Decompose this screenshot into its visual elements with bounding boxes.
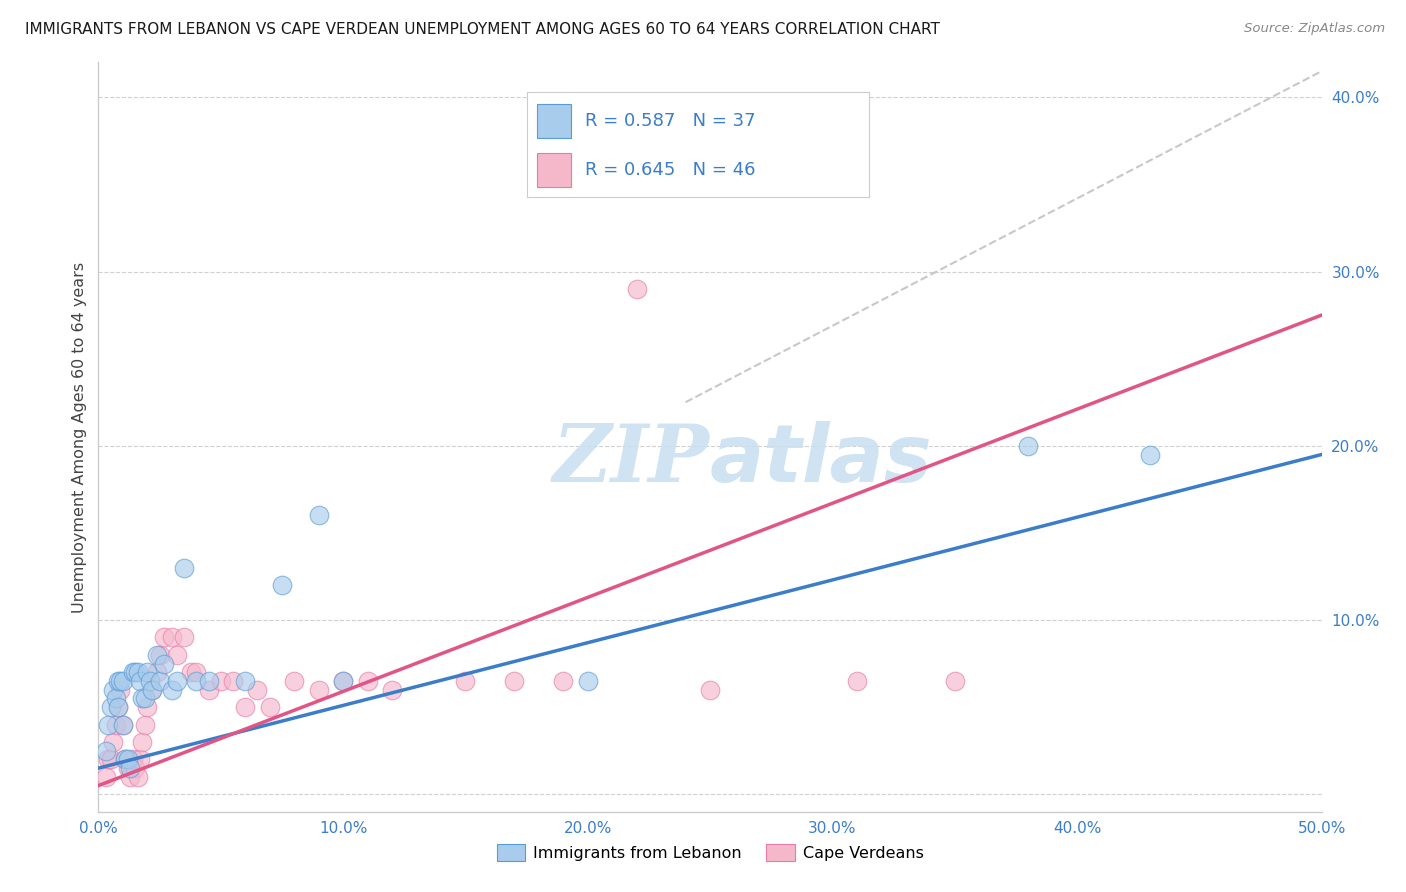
Point (173, 561, 195, 575)
Text: atlas: atlas (710, 420, 932, 499)
Point (246, 682, 269, 697)
Point (120, 761, 142, 775)
Point (127, 665, 149, 680)
Point (146, 665, 169, 680)
Point (136, 665, 159, 680)
Point (454, 673, 477, 688)
Point (104, 691, 127, 706)
Point (131, 735, 153, 749)
Point (117, 752, 139, 766)
Point (134, 691, 156, 706)
Point (100, 700, 122, 714)
Point (101, 735, 124, 749)
Point (139, 673, 162, 688)
Point (110, 682, 132, 697)
Point (107, 700, 129, 714)
Point (129, 752, 152, 766)
Point (104, 717, 127, 731)
Point (845, 673, 868, 688)
Point (114, 752, 136, 766)
Point (153, 657, 176, 671)
Point (186, 665, 208, 680)
Point (134, 717, 156, 731)
Point (149, 648, 172, 662)
Point (1017, 439, 1039, 453)
Legend: Immigrants from Lebanon, Cape Verdeans: Immigrants from Lebanon, Cape Verdeans (491, 838, 929, 867)
Point (576, 673, 599, 688)
Point (233, 673, 256, 688)
Y-axis label: Unemployment Among Ages 60 to 64 years: Unemployment Among Ages 60 to 64 years (72, 261, 87, 613)
Point (111, 717, 134, 731)
Point (121, 752, 143, 766)
Point (94, 744, 117, 758)
Point (141, 682, 163, 697)
Point (553, 673, 575, 688)
Text: ZIP: ZIP (553, 421, 710, 499)
Point (166, 673, 188, 688)
Text: Source: ZipAtlas.com: Source: ZipAtlas.com (1244, 22, 1385, 36)
Point (222, 673, 245, 688)
Point (101, 682, 124, 697)
Point (141, 682, 163, 697)
Point (131, 691, 153, 706)
Point (97, 717, 120, 731)
Point (166, 648, 188, 662)
Point (503, 673, 526, 688)
Point (209, 673, 232, 688)
Point (110, 673, 132, 688)
Text: IMMIGRANTS FROM LEBANON VS CAPE VERDEAN UNEMPLOYMENT AMONG AGES 60 TO 64 YEARS C: IMMIGRANTS FROM LEBANON VS CAPE VERDEAN … (25, 22, 941, 37)
Point (173, 631, 195, 645)
Point (356, 673, 378, 688)
Point (94, 770, 117, 784)
Point (111, 673, 134, 688)
Point (124, 665, 146, 680)
Point (626, 282, 648, 296)
Point (283, 673, 305, 688)
Point (100, 752, 122, 766)
Point (332, 673, 354, 688)
Point (107, 673, 129, 688)
Point (153, 631, 176, 645)
Point (308, 508, 330, 523)
Point (146, 648, 169, 662)
Point (270, 578, 294, 592)
Point (121, 665, 143, 680)
Point (332, 673, 354, 688)
Point (180, 665, 202, 680)
Point (186, 673, 208, 688)
Point (120, 770, 142, 784)
Point (259, 700, 281, 714)
Point (308, 682, 330, 697)
Point (233, 700, 256, 714)
Point (699, 682, 721, 697)
Point (1139, 448, 1161, 462)
Point (124, 761, 146, 775)
Point (114, 752, 136, 766)
Point (772, 178, 794, 192)
Point (107, 700, 129, 714)
Point (117, 761, 139, 775)
Point (197, 682, 219, 697)
Point (97, 752, 120, 766)
Point (127, 770, 149, 784)
Point (149, 673, 172, 688)
Point (111, 717, 134, 731)
Point (160, 682, 183, 697)
Point (197, 673, 219, 688)
Point (136, 700, 159, 714)
Point (943, 673, 966, 688)
Point (381, 682, 404, 697)
Point (129, 673, 152, 688)
Point (160, 631, 183, 645)
